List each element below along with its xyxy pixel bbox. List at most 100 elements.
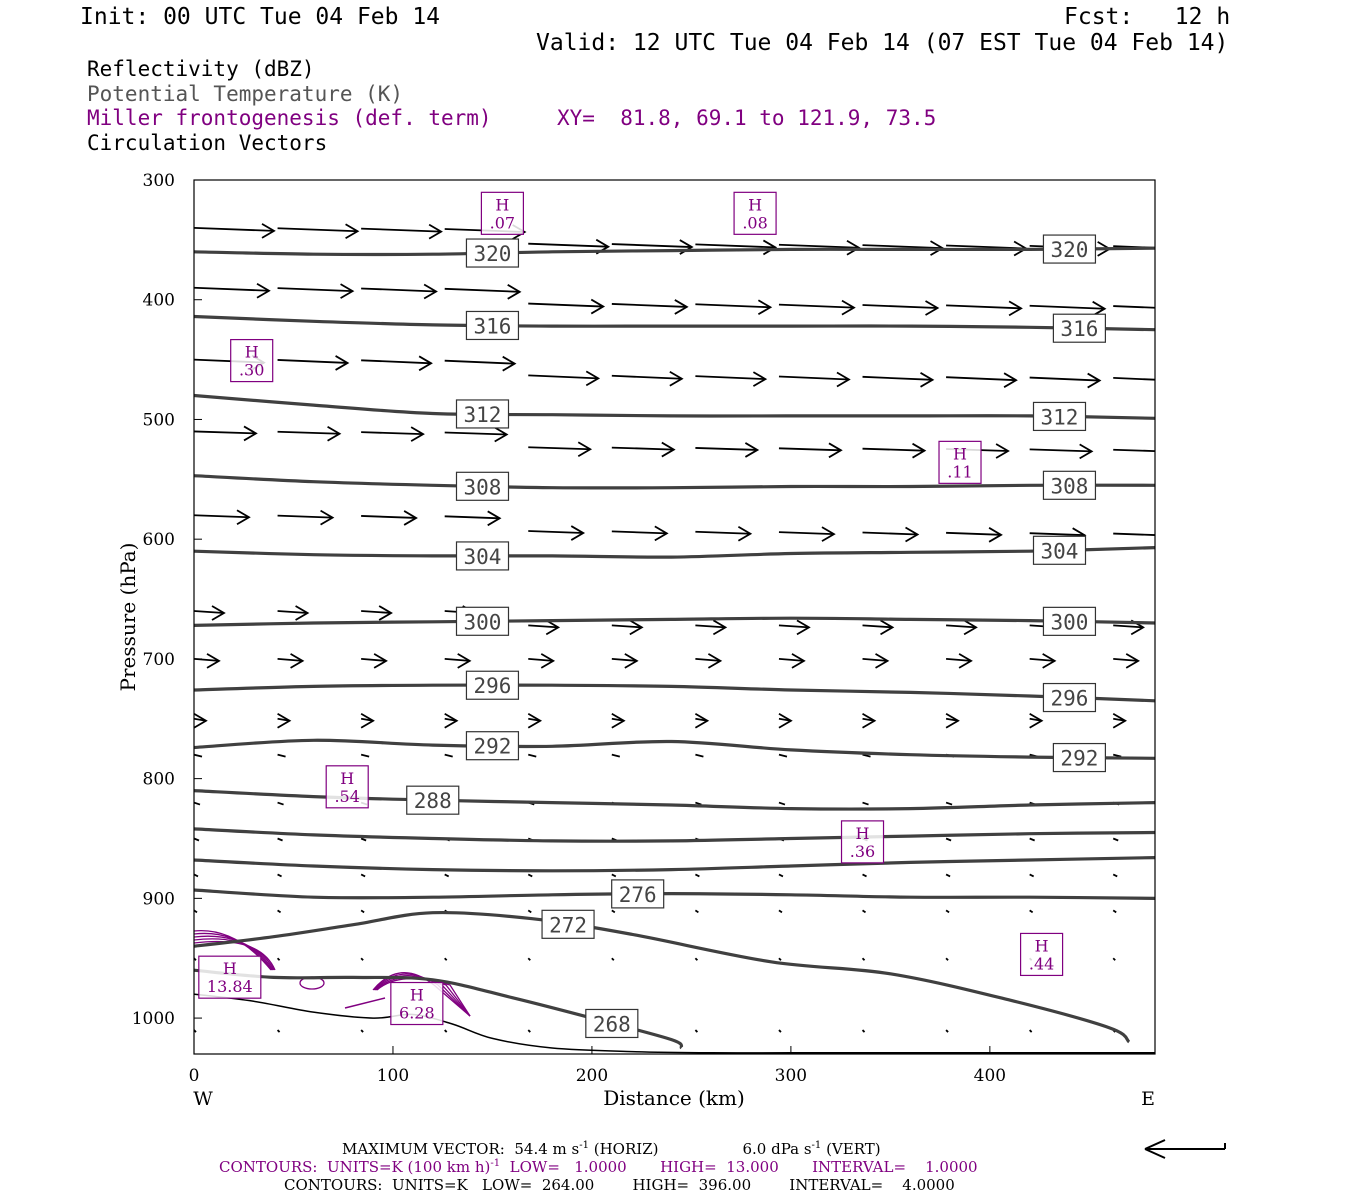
vector-shaft bbox=[862, 658, 888, 662]
vector-shaft bbox=[611, 909, 616, 914]
axes: 0 100 200 300 400 300 400 500 600 700 800 900 1000 bbox=[132, 171, 1006, 1086]
vector-head bbox=[694, 712, 710, 729]
vector-shaft bbox=[194, 837, 200, 842]
isentrope-316 bbox=[194, 314, 1155, 332]
vector-shaft bbox=[194, 430, 257, 435]
vector-shaft bbox=[360, 1029, 364, 1033]
isentrope-276 bbox=[194, 888, 1155, 900]
vector-shaft bbox=[276, 957, 281, 961]
vector-head bbox=[236, 509, 251, 526]
vector-head bbox=[502, 355, 517, 372]
vector-head bbox=[540, 653, 556, 669]
frontogenesis-max-symbol: H bbox=[245, 343, 259, 362]
vector-shaft bbox=[1112, 957, 1116, 961]
vector-shaft bbox=[444, 658, 470, 662]
vector-shaft bbox=[444, 515, 500, 520]
x-axis-label: Distance (km) bbox=[603, 1086, 745, 1110]
isentrope-label: 268 bbox=[593, 1012, 631, 1036]
vector-shaft bbox=[694, 873, 700, 878]
vector-head bbox=[428, 223, 443, 240]
vector-head bbox=[661, 441, 676, 458]
isentrope-292 bbox=[194, 738, 1155, 760]
vector-shaft bbox=[360, 957, 364, 961]
vector-head bbox=[707, 653, 723, 669]
frontogenesis-max-symbol: H bbox=[953, 444, 967, 463]
isentrope-320 bbox=[194, 246, 1155, 257]
vector-head bbox=[744, 442, 760, 458]
vector-shaft bbox=[695, 530, 751, 535]
vector-shaft bbox=[194, 753, 203, 758]
isentrope-unlabeled bbox=[194, 827, 1155, 843]
vector-shaft bbox=[1112, 837, 1119, 842]
vector-head bbox=[373, 653, 388, 669]
frontogenesis-max-symbol: H bbox=[410, 986, 424, 1005]
vector-shaft bbox=[945, 957, 949, 961]
vector-shaft bbox=[361, 227, 442, 233]
isentrope-label-box bbox=[1042, 606, 1097, 636]
legend-theta: Potential Temperature (K) bbox=[87, 82, 404, 106]
isentrope-label-box bbox=[455, 541, 510, 571]
vector-shaft bbox=[611, 530, 667, 535]
isentrope-label: 276 bbox=[619, 883, 657, 907]
vector-shaft bbox=[945, 873, 951, 878]
vector-head bbox=[654, 525, 669, 542]
max-vector-info: MAXIMUM VECTOR: 54.4 m s-1 (HORIZ) 6.0 dP… bbox=[342, 1140, 881, 1158]
frontogenesis-max-box bbox=[390, 981, 444, 1026]
vector-head bbox=[494, 426, 509, 443]
fronto-contour bbox=[194, 940, 276, 971]
vector-head bbox=[912, 442, 927, 459]
vector-head bbox=[487, 510, 502, 527]
vector-head bbox=[327, 426, 342, 442]
isentrope-label: 292 bbox=[1060, 747, 1098, 771]
vector-shaft bbox=[1029, 376, 1100, 382]
vector-shaft bbox=[778, 873, 784, 878]
legend-frontogenesis: Miller frontogenesis (def. term) bbox=[87, 106, 492, 130]
vector-shaft bbox=[695, 303, 771, 309]
isentrope-label-box bbox=[465, 238, 520, 268]
isentrope-label-box bbox=[1032, 535, 1087, 565]
vector-shaft bbox=[611, 303, 687, 308]
vector-head bbox=[737, 525, 753, 542]
vector-head bbox=[1112, 712, 1128, 729]
frontogenesis-max-symbol: H bbox=[748, 195, 762, 214]
vector-shaft bbox=[862, 801, 869, 806]
vector-shaft bbox=[276, 1029, 281, 1033]
vector-shaft bbox=[945, 1029, 949, 1033]
vector-shaft bbox=[444, 753, 453, 758]
vector-shaft bbox=[862, 909, 867, 914]
vector-head bbox=[243, 425, 258, 442]
isentrope-label: 308 bbox=[464, 475, 502, 499]
isentrope-label-box bbox=[465, 310, 520, 341]
isentrope-label-box bbox=[541, 909, 595, 939]
frontogenesis-max-symbol: H bbox=[340, 769, 354, 788]
vector-head bbox=[624, 653, 639, 669]
vector-shaft bbox=[1029, 532, 1085, 537]
vector-head bbox=[295, 605, 310, 621]
vector-shaft bbox=[611, 624, 642, 629]
vector-shaft bbox=[360, 873, 366, 878]
vector-shaft bbox=[695, 801, 702, 806]
vector-shaft bbox=[694, 1029, 699, 1033]
vector-head bbox=[378, 605, 393, 621]
vector-head bbox=[418, 355, 433, 372]
vector-head bbox=[1092, 300, 1107, 317]
isentrope-label-box bbox=[455, 471, 510, 501]
vector-shaft bbox=[528, 242, 609, 248]
isentrope-label-box bbox=[585, 1008, 639, 1039]
x-tick-label: 300 bbox=[775, 1066, 807, 1086]
isentrope-label-box bbox=[1042, 682, 1097, 713]
vector-shaft bbox=[361, 658, 387, 662]
y-tick-label: 300 bbox=[143, 171, 175, 191]
vector-shaft bbox=[862, 375, 933, 381]
isentrope-label: 296 bbox=[473, 674, 511, 698]
contours-frontogenesis-info: CONTOURS: UNITS=K (100 km h)-1 LOW= 1.00… bbox=[219, 1158, 978, 1176]
vector-shaft bbox=[360, 753, 370, 758]
vector-head bbox=[1087, 372, 1102, 389]
vector-head bbox=[256, 282, 271, 299]
vector-shaft bbox=[444, 359, 515, 365]
vector-head bbox=[507, 284, 522, 300]
isentrope-label-box bbox=[1042, 234, 1097, 264]
vector-shaft bbox=[946, 658, 972, 662]
vector-shaft bbox=[611, 446, 674, 451]
